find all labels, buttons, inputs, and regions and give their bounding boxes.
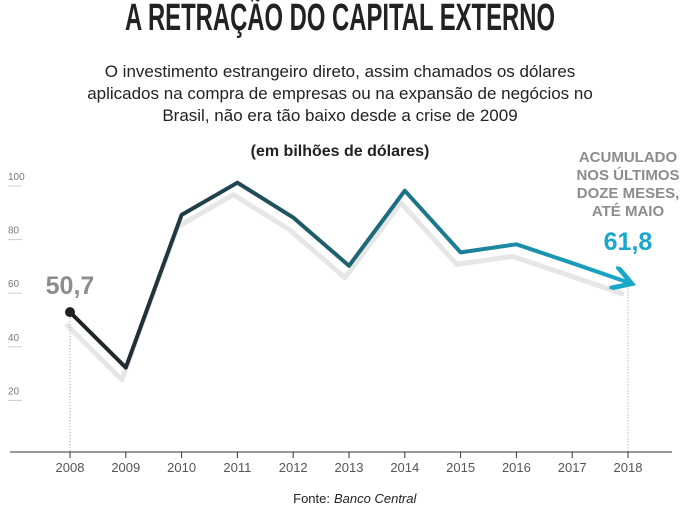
x-tick-label: 2012 <box>279 460 308 475</box>
annotation: DOZE MESES, <box>577 185 680 202</box>
source: Banco Central <box>334 491 417 506</box>
x-tick-label: 2018 <box>614 460 643 475</box>
x-tick-label: 2013 <box>335 460 364 475</box>
value-label: 50,7 <box>46 272 95 300</box>
x-tick-label: 2016 <box>502 460 531 475</box>
y-tick-label: 100 <box>8 172 25 183</box>
annotation: ACUMULADO <box>579 149 678 166</box>
x-tick-label: 2017 <box>558 460 587 475</box>
data-line <box>68 180 628 370</box>
subtitle: O investimento estrangeiro direto, assim… <box>105 62 576 81</box>
subtitle: aplicados na compra de empresas ou na ex… <box>87 84 593 103</box>
y-tick-label: 20 <box>8 386 20 397</box>
chart-title: A RETRAÇÃO DO CAPITAL EXTERNO <box>125 0 555 39</box>
line-shadow <box>64 192 625 383</box>
y-tick-label: 40 <box>8 333 20 344</box>
y-tick-label: 60 <box>8 279 20 290</box>
source-label: Fonte: <box>293 491 330 506</box>
x-tick-label: 2011 <box>223 460 251 475</box>
x-tick-label: 2015 <box>446 460 475 475</box>
x-tick-label: 2009 <box>111 460 140 475</box>
x-tick-label: 2010 <box>167 460 196 475</box>
value-label: 61,8 <box>604 228 653 256</box>
x-tick-label: 2014 <box>390 460 419 475</box>
y-tick-label: 80 <box>8 226 20 237</box>
x-tick-label: 2008 <box>56 460 85 475</box>
annotation: NOS ÚLTIMOS <box>576 166 679 184</box>
start-dot <box>65 307 75 318</box>
annotation: ATÉ MAIO <box>592 203 665 220</box>
unit-label: (em bilhões de dólares) <box>251 143 430 160</box>
subtitle: Brasil, não era tão baixo desde a crise … <box>162 106 517 125</box>
